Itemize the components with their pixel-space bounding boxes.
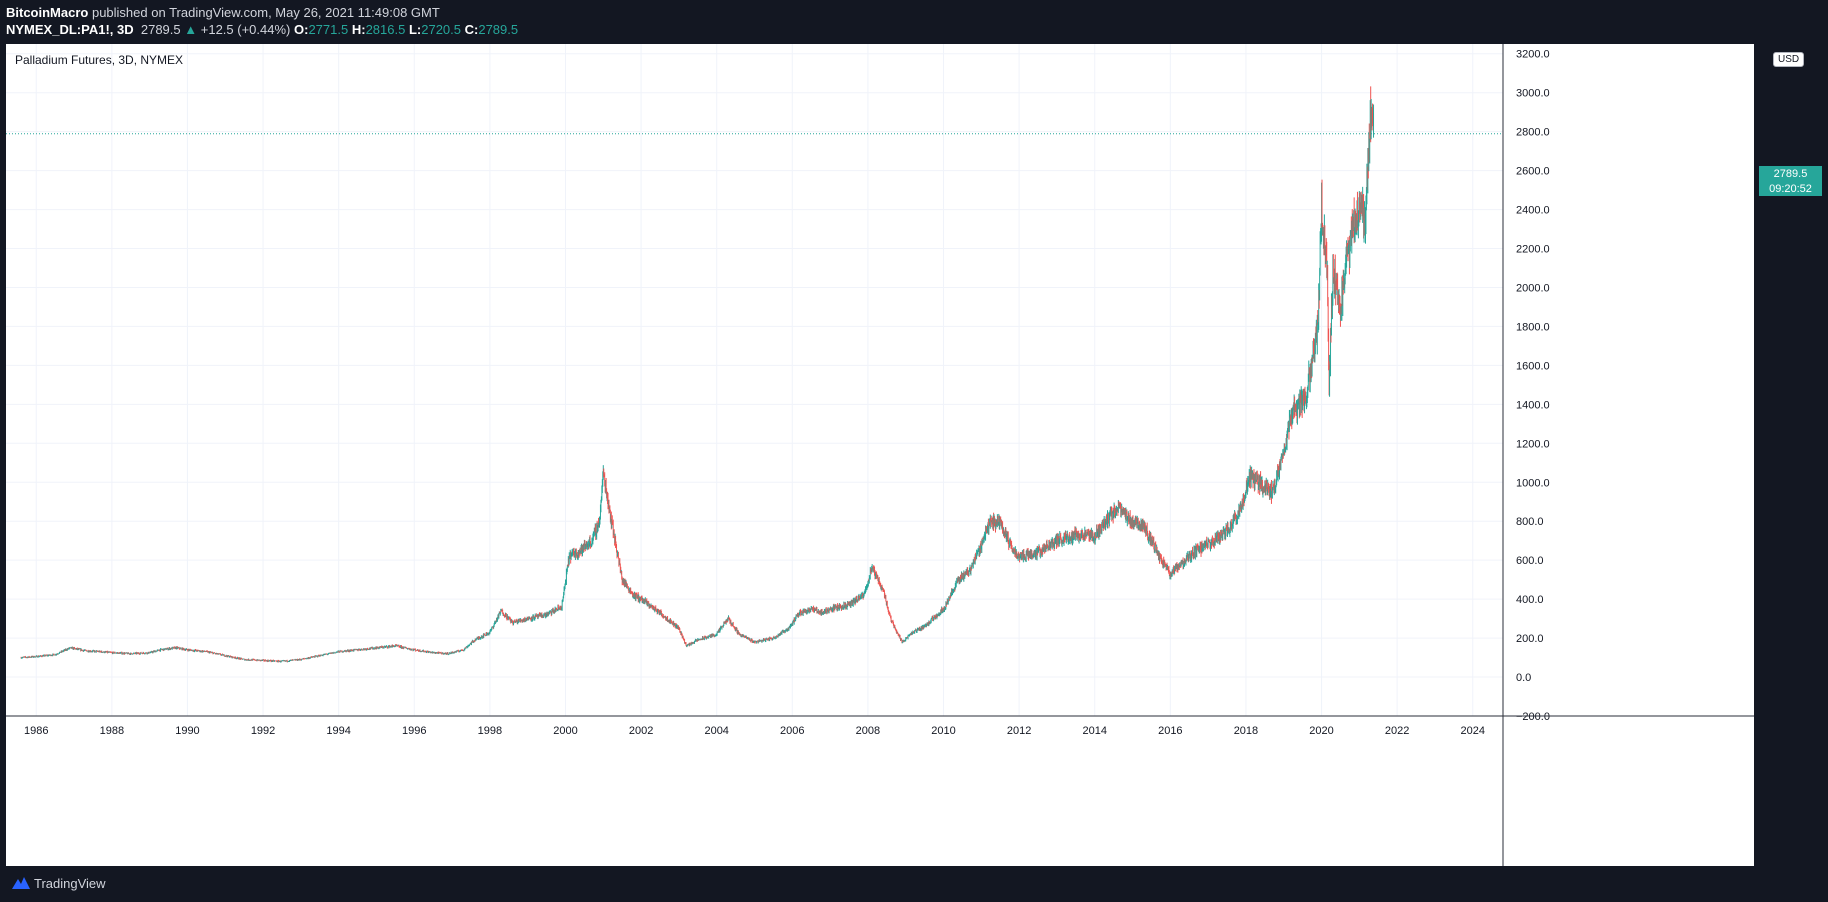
x-tick-label: 2004 bbox=[704, 725, 728, 737]
x-tick-label: 1990 bbox=[175, 725, 199, 737]
y-tick-label: 2600.0 bbox=[1516, 166, 1550, 178]
high-value: 2816.5 bbox=[365, 22, 406, 37]
open-label: O: bbox=[294, 22, 309, 37]
x-tick-label: 2016 bbox=[1158, 725, 1182, 737]
low-value: 2720.5 bbox=[421, 22, 461, 37]
x-tick-label: 2010 bbox=[931, 725, 955, 737]
x-tick-label: 1988 bbox=[100, 725, 124, 737]
x-tick-label: 2022 bbox=[1385, 725, 1409, 737]
bar-countdown: 09:20:52 bbox=[1769, 183, 1812, 195]
high-label: H: bbox=[351, 22, 366, 37]
y-tick-label: 3200.0 bbox=[1516, 49, 1550, 61]
low-label: L: bbox=[408, 22, 422, 37]
y-tick-label: 800.0 bbox=[1516, 516, 1544, 528]
y-tick-label: 2200.0 bbox=[1516, 244, 1550, 256]
author-name[interactable]: BitcoinMacro bbox=[6, 5, 89, 20]
price-chart[interactable]: 3200.0 3000.0 2800.0 2600.0 2400.0 2200.0 2000… bbox=[6, 44, 1754, 866]
y-tick-label: 1800.0 bbox=[1516, 321, 1550, 333]
x-tick-label: 1998 bbox=[478, 725, 502, 737]
y-tick-label: 1600.0 bbox=[1516, 360, 1550, 372]
x-tick-label: 2018 bbox=[1234, 725, 1258, 737]
y-tick-label: 600.0 bbox=[1516, 555, 1544, 567]
x-tick-label: 1986 bbox=[24, 725, 48, 737]
last-price-tag: 2789.5 09:20:52 bbox=[1759, 166, 1822, 196]
x-tick-label: 2012 bbox=[1007, 725, 1031, 737]
chart-title: Palladium Futures, 3D, NYMEX bbox=[15, 53, 184, 67]
currency-badge[interactable]: USD bbox=[1773, 52, 1805, 67]
y-tick-label: 1200.0 bbox=[1516, 438, 1550, 450]
footer: TradingView bbox=[0, 866, 1828, 902]
close-value: 2789.5 bbox=[478, 22, 519, 37]
change-up-icon: ▲ bbox=[184, 22, 198, 37]
y-tick-label: 2400.0 bbox=[1516, 205, 1550, 217]
x-tick-label: 1996 bbox=[402, 725, 426, 737]
x-tick-label: 1992 bbox=[251, 725, 275, 737]
close-label: C: bbox=[464, 22, 479, 37]
open-value: 2771.5 bbox=[308, 22, 349, 37]
x-tick-label: 2020 bbox=[1309, 725, 1333, 737]
x-tick-label: 2000 bbox=[553, 725, 577, 737]
change-value: +12.5 (+0.44%) bbox=[200, 22, 291, 37]
published-text: published on TradingView.com, May 26, 20… bbox=[91, 5, 440, 20]
last-price-label: 2789.5 bbox=[1773, 168, 1808, 180]
symbol-label[interactable]: NYMEX_DL:PA1!, 3D bbox=[6, 22, 134, 37]
ohlc-line: NYMEX_DL:PA1!, 3D 2789.5 ▲ +12.5 (+0.44%… bbox=[6, 22, 518, 37]
y-tick-label: 200.0 bbox=[1516, 633, 1544, 645]
chart-area[interactable]: 3200.0 3000.0 2800.0 2600.0 2400.0 2200.0 2000… bbox=[6, 44, 1822, 866]
chart-header: BitcoinMacro published on TradingView.co… bbox=[0, 0, 1828, 44]
published-line: BitcoinMacro published on TradingView.co… bbox=[6, 5, 440, 20]
y-tick-label: 400.0 bbox=[1516, 594, 1544, 606]
tradingview-brand[interactable]: TradingView bbox=[34, 876, 106, 891]
x-tick-label: 2024 bbox=[1461, 725, 1485, 737]
y-tick-label: 1400.0 bbox=[1516, 399, 1550, 411]
x-tick-label: 2014 bbox=[1082, 725, 1106, 737]
grid bbox=[6, 44, 1503, 717]
y-tick-label: 2800.0 bbox=[1516, 127, 1550, 139]
last-price: 2789.5 bbox=[140, 22, 181, 37]
x-tick-label: 1994 bbox=[326, 725, 350, 737]
y-tick-label: 3000.0 bbox=[1516, 88, 1550, 100]
x-tick-label: 2006 bbox=[780, 725, 804, 737]
axes: 3200.0 3000.0 2800.0 2600.0 2400.0 2200.0 2000… bbox=[6, 44, 1754, 866]
y-tick-label: 2000.0 bbox=[1516, 282, 1550, 294]
y-tick-label: 1000.0 bbox=[1516, 477, 1550, 489]
x-tick-label: 2008 bbox=[856, 725, 880, 737]
x-tick-label: 2002 bbox=[629, 725, 653, 737]
candles bbox=[6, 86, 1503, 663]
y-tick-label: −200.0 bbox=[1516, 711, 1550, 723]
y-tick-label: 0.0 bbox=[1516, 672, 1531, 684]
tradingview-logo-icon[interactable] bbox=[12, 877, 30, 889]
